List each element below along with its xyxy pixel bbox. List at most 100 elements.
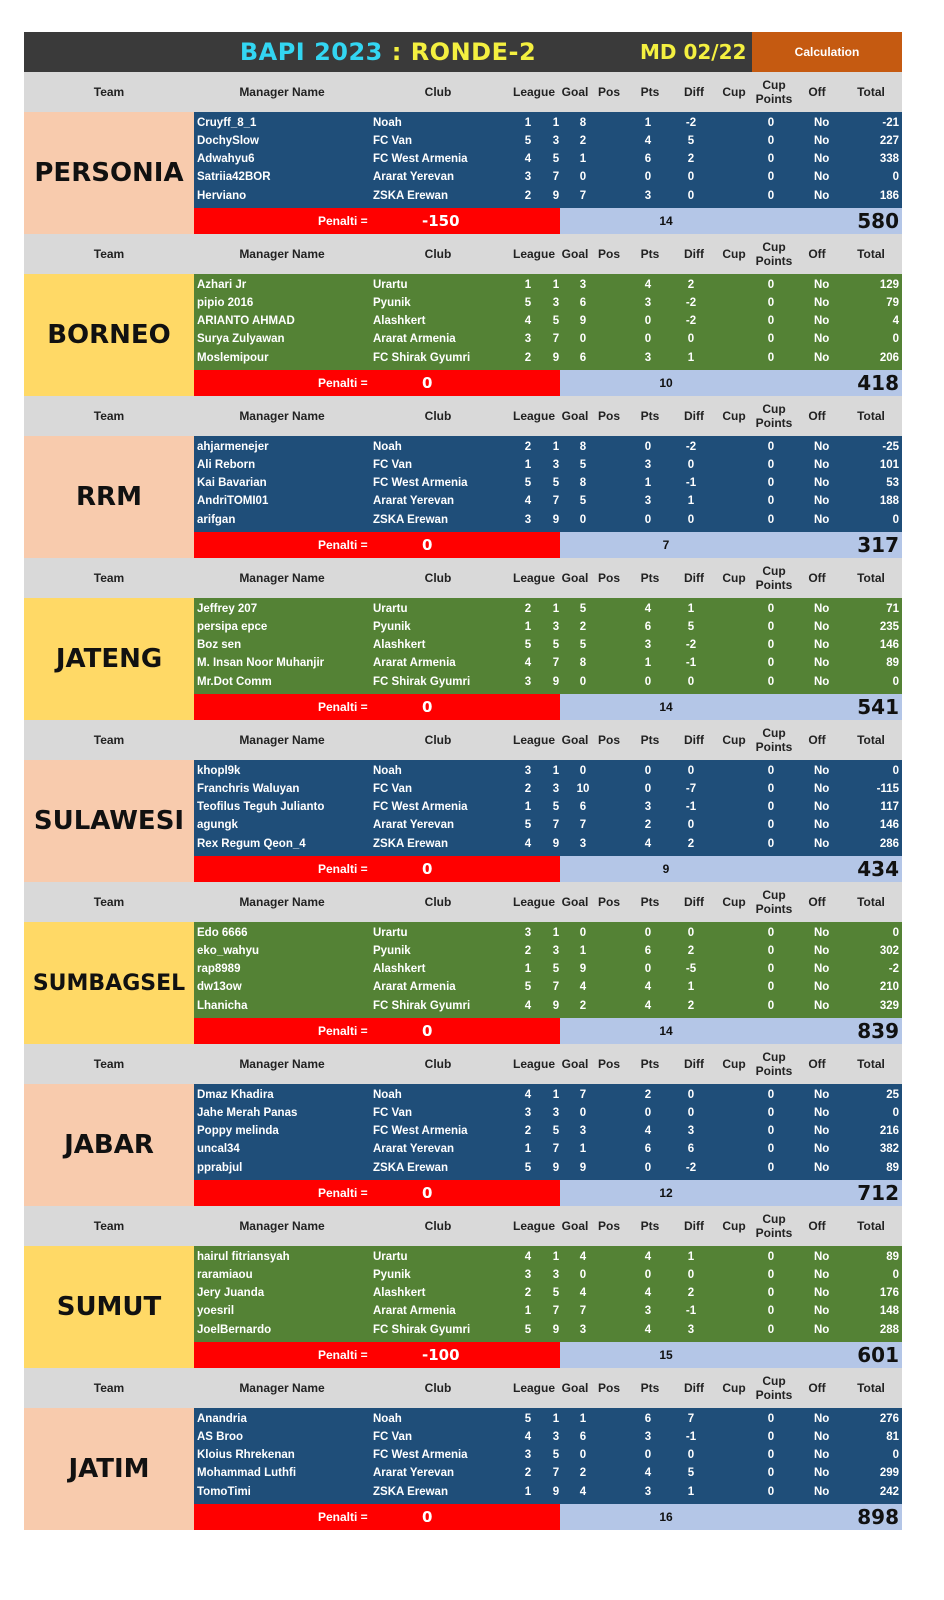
pts-cell: 0 xyxy=(644,963,652,975)
cup-points-cell: 0 xyxy=(767,657,775,669)
league-cell: 4 xyxy=(524,657,532,669)
table-row[interactable]: Surya Zulyawan Ararat Armenia 3 7 0 0 0 0 No 0 xyxy=(194,330,902,348)
table-row[interactable]: Herviano ZSKA Erewan 2 9 7 3 0 0 No 186 xyxy=(194,187,902,205)
club-cell: FC Shirak Gyumri xyxy=(373,1324,471,1336)
table-row[interactable]: Kai Bavarian FC West Armenia 5 5 8 1 -1 0 No 53 xyxy=(194,474,902,492)
table-row[interactable]: Lhanicha FC Shirak Gyumri 4 9 2 4 2 0 No 329 xyxy=(194,997,902,1015)
table-row[interactable]: Jery Juanda Alashkert 2 5 4 4 2 0 No 176 xyxy=(194,1284,902,1302)
diff-cell: 5 xyxy=(687,621,695,633)
table-row[interactable]: Adwahyu6 FC West Armenia 4 5 1 6 2 0 No 338 xyxy=(194,150,902,168)
header-cup-points: Cup Points xyxy=(750,888,798,916)
table-row[interactable]: Mohammad Luthfi Ararat Yerevan 2 7 2 4 5 0 No 299 xyxy=(194,1464,902,1482)
table-row[interactable]: Kloius Rhrekenan FC West Armenia 3 5 0 0 0 0 No 0 xyxy=(194,1446,902,1464)
table-row[interactable]: Ali Reborn FC Van 1 3 5 3 0 0 No 101 xyxy=(194,456,902,474)
manager-name-cell: Lhanicha xyxy=(197,1000,248,1012)
table-row[interactable]: yoesril Ararat Armenia 1 7 7 3 -1 0 No 148 xyxy=(194,1302,902,1320)
penalty-value: 0 xyxy=(422,698,433,716)
table-row[interactable]: dw13ow Ararat Armenia 5 7 4 4 1 0 No 210 xyxy=(194,978,902,996)
table-row[interactable]: AndriTOMI01 Ararat Yerevan 4 7 5 3 1 0 No 188 xyxy=(194,492,902,510)
team-name: JABAR xyxy=(24,1084,194,1206)
goal-cell: 9 xyxy=(552,1324,560,1336)
cup-cell xyxy=(716,600,746,618)
table-row[interactable]: Jeffrey 207 Urartu 2 1 5 4 1 0 No 71 xyxy=(194,600,902,618)
cup-points-cell: 0 xyxy=(767,1143,775,1155)
header-cup: Cup xyxy=(722,85,746,99)
club-cell: Ararat Yerevan xyxy=(373,495,454,507)
total-cell: 0 xyxy=(892,1449,899,1461)
table-row[interactable]: M. Insan Noor Muhanjir Ararat Armenia 4 7 8 1… xyxy=(194,654,902,672)
table-row[interactable]: eko_wahyu Pyunik 2 3 1 6 2 0 No 302 xyxy=(194,942,902,960)
team-summary-row: Penalti = 0 14 541 xyxy=(194,694,902,720)
table-row[interactable]: khopl9k Noah 3 1 0 0 0 0 No 0 xyxy=(194,762,902,780)
table-row[interactable]: JoelBernardo FC Shirak Gyumri 5 9 3 4 3 0 No 288 xyxy=(194,1321,902,1339)
calculation-button[interactable]: Calculation xyxy=(752,32,902,72)
diff-cell: 0 xyxy=(687,1269,695,1281)
pts-cell: 0 xyxy=(644,1107,652,1119)
pts-cell: 3 xyxy=(644,190,652,202)
table-row[interactable]: Cruyff_8_1 Noah 1 1 8 1 -2 0 No -21 xyxy=(194,114,902,132)
table-row[interactable]: Mr.Dot Comm FC Shirak Gyumri 3 9 0 0 0 0 No 0 xyxy=(194,673,902,691)
pos-cell: 1 xyxy=(579,1143,587,1155)
table-row[interactable]: Satriia42BOR Ararat Yerevan 3 7 0 0 0 0 No 0 xyxy=(194,168,902,186)
table-row[interactable]: persipa epce Pyunik 1 3 2 6 5 0 No 235 xyxy=(194,618,902,636)
goal-cell: 3 xyxy=(552,297,560,309)
column-header-row: Team Manager Name Club League Goal Pos Pts Diff… xyxy=(24,1368,902,1408)
table-row[interactable]: Edo 6666 Urartu 3 1 0 0 0 0 No 0 xyxy=(194,924,902,942)
club-cell: Noah xyxy=(373,765,402,777)
table-row[interactable]: Poppy melinda FC West Armenia 2 5 3 4 3 0 No 216 xyxy=(194,1122,902,1140)
club-cell: Ararat Yerevan xyxy=(373,819,454,831)
header-cup: Cup xyxy=(722,1057,746,1071)
pts-cell: 4 xyxy=(644,135,652,147)
table-row[interactable]: ARIANTO AHMAD Alashkert 4 5 9 0 -2 0 No 4 xyxy=(194,312,902,330)
title-bar: BAPI 2023 : RONDE-2 MD 02/22 Calculation xyxy=(24,32,902,72)
cup-points-cell: 0 xyxy=(767,639,775,651)
goal-cell: 7 xyxy=(552,981,560,993)
table-row[interactable]: Teofilus Teguh Julianto FC West Armenia 1 5… xyxy=(194,798,902,816)
league-cell: 2 xyxy=(524,945,532,957)
total-cell: -115 xyxy=(876,783,899,795)
team-total: 541 xyxy=(857,695,899,719)
header-cup: Cup xyxy=(722,571,746,585)
pos-cell: 3 xyxy=(579,838,587,850)
table-row[interactable]: Boz sen Alashkert 5 5 5 3 -2 0 No 146 xyxy=(194,636,902,654)
cup-points-cell: 0 xyxy=(767,1251,775,1263)
table-row[interactable]: pprabjul ZSKA Erewan 5 9 9 0 -2 0 No 89 xyxy=(194,1159,902,1177)
table-row[interactable]: Azhari Jr Urartu 1 1 3 4 2 0 No 129 xyxy=(194,276,902,294)
table-row[interactable]: rap8989 Alashkert 1 5 9 0 -5 0 No -2 xyxy=(194,960,902,978)
header-league: League xyxy=(512,895,555,909)
team-block-sumbagsel: Team Manager Name Club League Goal Pos Pts Diff… xyxy=(24,882,902,1044)
team-summary-row: Penalti = -100 15 601 xyxy=(194,1342,902,1368)
table-row[interactable]: ahjarmenejer Noah 2 1 8 0 -2 0 No -25 xyxy=(194,438,902,456)
table-row[interactable]: Jahe Merah Panas FC Van 3 3 0 0 0 0 No 0 xyxy=(194,1104,902,1122)
table-row[interactable]: Anandria Noah 5 1 1 6 7 0 No 276 xyxy=(194,1410,902,1428)
table-row[interactable]: Dmaz Khadira Noah 4 1 7 2 0 0 No 25 xyxy=(194,1086,902,1104)
table-row[interactable]: raramiaou Pyunik 3 3 0 0 0 0 No 0 xyxy=(194,1266,902,1284)
table-row[interactable]: DochySlow FC Van 5 3 2 4 5 0 No 227 xyxy=(194,132,902,150)
club-cell: FC Shirak Gyumri xyxy=(373,1000,471,1012)
table-row[interactable]: agungk Ararat Yerevan 5 7 7 2 0 0 No 146 xyxy=(194,816,902,834)
club-cell: Pyunik xyxy=(373,945,411,957)
pts-cell: 0 xyxy=(644,783,652,795)
club-cell: FC Van xyxy=(373,1431,412,1443)
table-row[interactable]: Rex Regum Qeon_4 ZSKA Erewan 4 9 3 4 2 0 No 286 xyxy=(194,835,902,853)
table-row[interactable]: Moslemipour FC Shirak Gyumri 2 9 6 3 1 0 No 206 xyxy=(194,349,902,367)
off-cell: No xyxy=(814,1000,830,1012)
table-row[interactable]: hairul fitriansyah Urartu 4 1 4 4 1 0 No 89 xyxy=(194,1248,902,1266)
table-row[interactable]: AS Broo FC Van 4 3 6 3 -1 0 No 81 xyxy=(194,1428,902,1446)
table-row[interactable]: uncal34 Ararat Yerevan 1 7 1 6 6 0 No 382 xyxy=(194,1140,902,1158)
diff-cell: -1 xyxy=(685,1431,697,1443)
header-cup-points-line1: Cup xyxy=(762,888,786,902)
header-manager: Manager Name xyxy=(239,1219,325,1233)
pos-cell: 7 xyxy=(579,1305,587,1317)
off-cell: No xyxy=(814,171,830,183)
diff-cell: 0 xyxy=(687,1449,695,1461)
header-cup-points-line2: Points xyxy=(755,1388,793,1402)
pos-cell: 10 xyxy=(576,783,590,795)
table-row[interactable]: arifgan ZSKA Erewan 3 9 0 0 0 0 No 0 xyxy=(194,511,902,529)
table-row[interactable]: pipio 2016 Pyunik 5 3 6 3 -2 0 No 79 xyxy=(194,294,902,312)
header-pos: Pos xyxy=(597,571,620,585)
table-row[interactable]: TomoTimi ZSKA Erewan 1 9 4 3 1 0 No 242 xyxy=(194,1483,902,1501)
goal-cell: 5 xyxy=(552,1449,560,1461)
team-name: JATENG xyxy=(24,598,194,720)
table-row[interactable]: Franchris Waluyan FC Van 2 3 10 0 -7 0 No -115 xyxy=(194,780,902,798)
